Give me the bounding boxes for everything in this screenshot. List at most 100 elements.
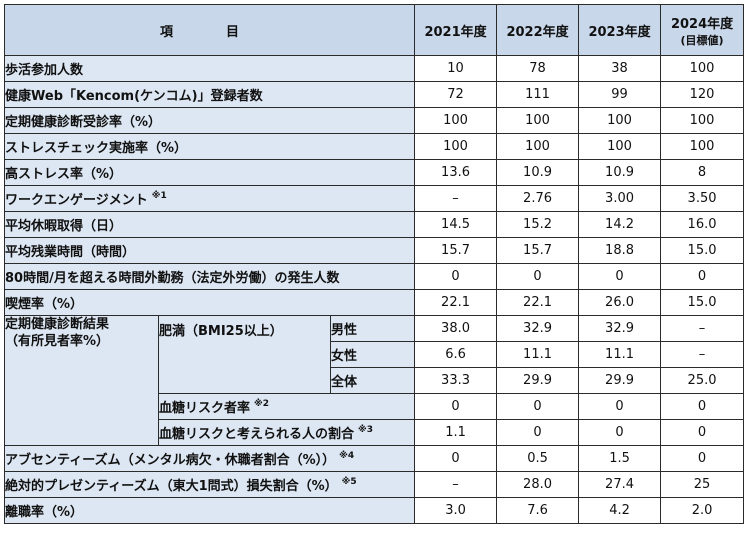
- value-cell: 25: [660, 471, 745, 498]
- value-cell: 38.0: [414, 315, 498, 342]
- value-cell: 6.6: [414, 341, 498, 368]
- value-cell: 2.0: [660, 497, 745, 524]
- table-row: 離職率（%） 3.0 7.6 4.2 2.0: [3, 497, 745, 524]
- obesity-label: 肥満（BMI25以上）: [158, 315, 331, 394]
- table-row: 血糖リスク者率 ※2 0 0 0 0: [5, 393, 745, 420]
- row-label-text: 絶対的プレゼンティーズム（東大1問式）損失割合（%）: [5, 479, 338, 494]
- row-label-text: 平均休暇取得（日）: [5, 219, 123, 234]
- footnote-mark: ※5: [341, 477, 357, 487]
- value-cell: 7.6: [496, 497, 580, 524]
- value-cell: 38: [578, 55, 662, 82]
- row-label-text: アブセンティーズム（メンタル病欠・休職者割合（%））: [5, 453, 336, 468]
- row-label: 平均休暇取得（日）: [3, 211, 416, 238]
- value-cell: 29.9: [496, 367, 580, 394]
- value-cell: 10: [414, 55, 498, 82]
- value-cell: 0: [414, 445, 498, 472]
- value-cell: –: [660, 341, 745, 368]
- header-year-2023: 2023年度: [578, 4, 662, 56]
- value-cell: 22.1: [414, 289, 498, 316]
- value-cell: 120: [660, 81, 745, 108]
- table-row: 全体 33.3 29.9 29.9 25.0: [5, 367, 745, 394]
- table-row: ワークエンゲージメント ※1–2.76 3.00 3.50: [3, 185, 745, 212]
- value-cell: 22.1: [496, 289, 580, 316]
- value-cell: 0: [496, 263, 580, 290]
- value-cell: –: [414, 471, 498, 498]
- table-row: 高ストレス率（%） 13.6 10.9 10.9 8: [3, 159, 745, 186]
- row-label: ストレスチェック実施率（%）: [3, 133, 416, 160]
- checkup-group-line2: （有所見者率%）: [5, 334, 110, 349]
- value-cell: 15.0: [660, 237, 745, 264]
- value-cell: 15.0: [660, 289, 745, 316]
- value-cell: 32.9: [496, 315, 580, 342]
- row-label-text: 80時間/月を超える時間外勤務（法定外労働）の発生人数: [5, 271, 340, 286]
- value-cell: 10.9: [496, 159, 580, 186]
- obesity-total-label: 全体: [329, 367, 416, 394]
- row-label: 定期健康診断受診率（%）: [3, 107, 416, 134]
- value-cell: 100: [578, 133, 662, 160]
- table-row: アブセンティーズム（メンタル病欠・休職者割合（%）） ※4 0 0.5 1.5 0: [3, 445, 745, 472]
- value-cell: 0: [578, 393, 662, 420]
- value-cell: 33.3: [414, 367, 498, 394]
- row-label-text: 離職率（%）: [5, 505, 84, 520]
- value-cell: 0: [578, 263, 662, 290]
- table-row: 平均休暇取得（日） 14.5 15.2 14.2 16.0: [3, 211, 745, 238]
- glucose-risk-note: ※2: [254, 399, 270, 409]
- checkup-group-label: 定期健康診断結果 （有所見者率%）: [4, 315, 159, 446]
- table-row: 女性 6.6 11.1 11.1 –: [5, 341, 745, 368]
- header-target-note: (目標値): [680, 33, 724, 47]
- table-row: 歩活参加人数 10 78 38 100: [3, 55, 745, 82]
- value-cell: 32.9: [578, 315, 662, 342]
- value-cell: 100: [414, 107, 498, 134]
- value-cell: 16.0: [660, 211, 745, 238]
- value-cell: –: [660, 315, 745, 342]
- value-cell: 15.2: [496, 211, 580, 238]
- row-label-text: 高ストレス率（%）: [5, 167, 123, 182]
- table-row: 喫煙率（%） 22.1 22.1 26.0 15.0: [3, 289, 745, 316]
- value-cell: 0.5: [496, 445, 580, 472]
- value-cell: 111: [496, 81, 580, 108]
- table-row: 80時間/月を超える時間外勤務（法定外労働）の発生人数 0 0 0 0: [3, 263, 745, 290]
- value-cell: 99: [578, 81, 662, 108]
- row-label-text: ワークエンゲージメント: [5, 193, 148, 208]
- header-year-2024-label: 2024年度: [670, 16, 734, 32]
- value-cell: 0: [578, 419, 662, 446]
- row-label: 歩活参加人数: [3, 55, 416, 82]
- value-cell: 0: [660, 445, 745, 472]
- value-cell: –: [414, 185, 498, 212]
- value-cell: 27.4: [578, 471, 662, 498]
- row-label: 喫煙率（%）: [3, 289, 416, 316]
- glucose-risk-text: 血糖リスク者率: [159, 401, 251, 416]
- table-row: 定期健康診断受診率（%） 100 100 100 100: [3, 107, 745, 134]
- value-cell: 1.5: [578, 445, 662, 472]
- value-cell: 78: [496, 55, 580, 82]
- obesity-male-label: 男性: [329, 315, 416, 342]
- table-row: ストレスチェック実施率（%） 100 100 100 100: [3, 133, 745, 160]
- row-label-text: 平均残業時間（時間）: [5, 245, 136, 260]
- row-label: 平均残業時間（時間）: [3, 237, 416, 264]
- value-cell: 72: [414, 81, 498, 108]
- value-cell: 13.6: [414, 159, 498, 186]
- value-cell: 0: [414, 263, 498, 290]
- row-label: 高ストレス率（%）: [3, 159, 416, 186]
- health-metrics-table: 項 目 2021年度 2022年度 2023年度 2024年度 (目標値) 歩活…: [3, 4, 745, 524]
- value-cell: 3.0: [414, 497, 498, 524]
- value-cell: 28.0: [496, 471, 580, 498]
- row-label-text: 歩活参加人数: [5, 63, 84, 78]
- table-row: 血糖リスクと考えられる人の割合 ※3 1.1 0 0 0: [5, 419, 745, 446]
- header-year-2024: 2024年度 (目標値): [660, 4, 745, 56]
- row-label-text: 健康Web「Kencom(ケンコム)」登録者数: [5, 89, 263, 104]
- row-label: 健康Web「Kencom(ケンコム)」登録者数: [3, 81, 416, 108]
- table-row: 定期健康診断結果 （有所見者率%） 肥満（BMI25以上） 男性 38.0 32…: [4, 315, 745, 446]
- header-item: 項 目: [3, 4, 416, 56]
- value-cell: 100: [660, 55, 745, 82]
- value-cell: 4.2: [578, 497, 662, 524]
- value-cell: 15.7: [496, 237, 580, 264]
- row-label: ワークエンゲージメント ※1: [3, 185, 416, 212]
- row-label-text: ストレスチェック実施率（%）: [5, 141, 188, 156]
- header-year-2022: 2022年度: [496, 4, 580, 56]
- value-cell: 15.7: [414, 237, 498, 264]
- value-cell: 10.9: [578, 159, 662, 186]
- header-row: 項 目 2021年度 2022年度 2023年度 2024年度 (目標値): [3, 4, 745, 56]
- value-cell: 100: [496, 133, 580, 160]
- row-label: 離職率（%）: [3, 497, 416, 524]
